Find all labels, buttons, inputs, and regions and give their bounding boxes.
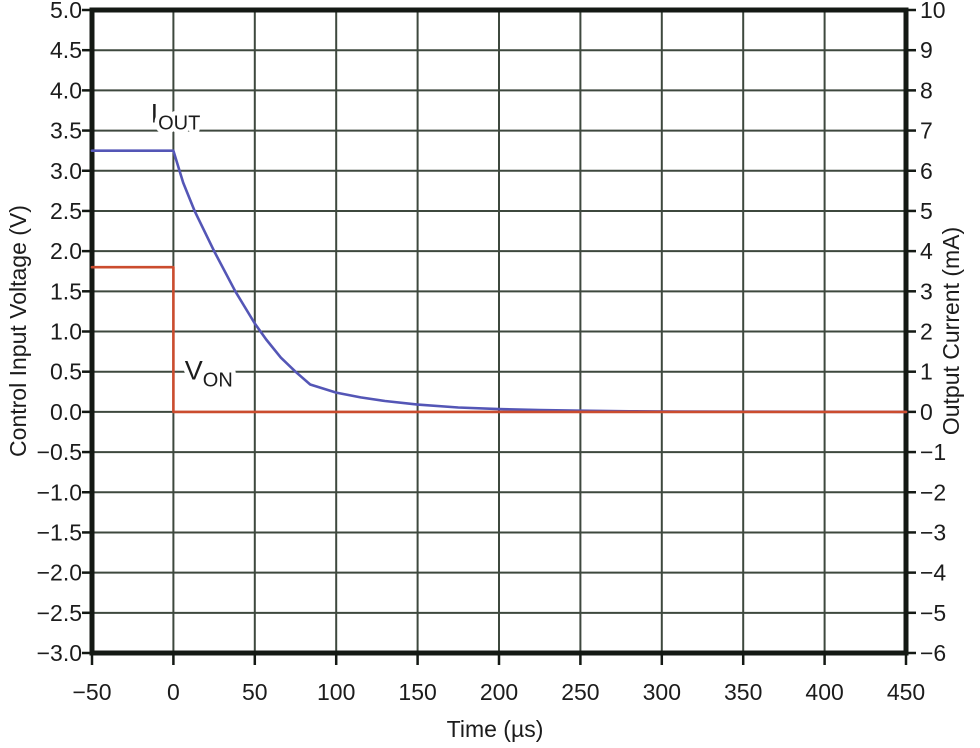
right-y-tick-label: 2 <box>920 319 933 345</box>
left-y-tick-label: −0.5 <box>37 439 82 465</box>
right-y-tick-label: −6 <box>920 640 946 666</box>
right-y-tick-label: −5 <box>920 600 946 626</box>
right-y-tick-label: 6 <box>920 158 933 184</box>
x-tick-label: 350 <box>724 679 762 705</box>
axis-ticks <box>82 8 916 665</box>
right-y-tick-label: −3 <box>920 519 946 545</box>
right-y-tick-label: −2 <box>920 479 946 505</box>
left-y-tick-label: 4.0 <box>50 77 82 103</box>
left-y-tick-label: 2.0 <box>50 238 82 264</box>
grid-lines <box>91 9 907 654</box>
x-tick-label: 250 <box>561 679 599 705</box>
series-label-von: VON <box>185 356 233 392</box>
x-tick-label: −50 <box>72 679 111 705</box>
right-y-tick-label: 10 <box>920 0 946 23</box>
x-tick-label: 450 <box>887 679 925 705</box>
left-y-tick-label: −1.0 <box>37 479 82 505</box>
left-y-tick-label: 3.5 <box>50 118 82 144</box>
series-labels: IOUT VON <box>146 94 237 396</box>
data-series <box>90 149 908 414</box>
right-y-tick-label: 1 <box>920 359 933 385</box>
x-tick-label: 150 <box>398 679 436 705</box>
right-y-tick-label: 4 <box>920 238 933 264</box>
left-y-tick-label: 3.0 <box>50 158 82 184</box>
x-tick-label: 0 <box>167 679 180 705</box>
right-y-tick-label: −1 <box>920 439 946 465</box>
x-tick-label: 100 <box>317 679 355 705</box>
right-y-tick-label: 5 <box>920 198 933 224</box>
plot-border <box>89 7 909 656</box>
left-y-tick-label: 5.0 <box>50 0 82 23</box>
left-y-tick-label: 0.0 <box>50 399 82 425</box>
x-tick-label: 50 <box>242 679 268 705</box>
left-y-tick-label: 2.5 <box>50 198 82 224</box>
right-y-tick-label: 9 <box>920 37 933 63</box>
left-y-tick-label: 4.5 <box>50 37 82 63</box>
series-label-iout: IOUT <box>151 99 201 135</box>
x-tick-label: 300 <box>643 679 681 705</box>
right-y-axis-title: Output Current (mA) <box>938 227 964 435</box>
left-y-tick-label: 1.5 <box>50 278 82 304</box>
x-tick-label: 200 <box>480 679 518 705</box>
x-axis-title: Time (µs) <box>447 716 544 742</box>
left-y-tick-label: −3.0 <box>37 640 82 666</box>
left-y-tick-label: −1.5 <box>37 519 82 545</box>
right-y-tick-label: 3 <box>920 278 933 304</box>
series-line-von <box>90 265 908 414</box>
tick-labels: −50 0 50 100 150 200 250 300 350 400 4505.04.54.03… <box>37 0 947 705</box>
right-y-tick-label: 8 <box>920 77 933 103</box>
plot-frame <box>89 7 909 656</box>
right-y-tick-label: 0 <box>920 399 933 425</box>
right-y-tick-label: −4 <box>920 560 946 586</box>
left-y-tick-label: −2.0 <box>37 560 82 586</box>
left-y-tick-label: 1.0 <box>50 319 82 345</box>
right-y-tick-label: 7 <box>920 118 933 144</box>
left-y-tick-label: 0.5 <box>50 359 82 385</box>
x-tick-label: 400 <box>805 679 843 705</box>
left-y-axis-title: Control Input Voltage (V) <box>5 205 31 457</box>
left-y-tick-label: −2.5 <box>37 600 82 626</box>
